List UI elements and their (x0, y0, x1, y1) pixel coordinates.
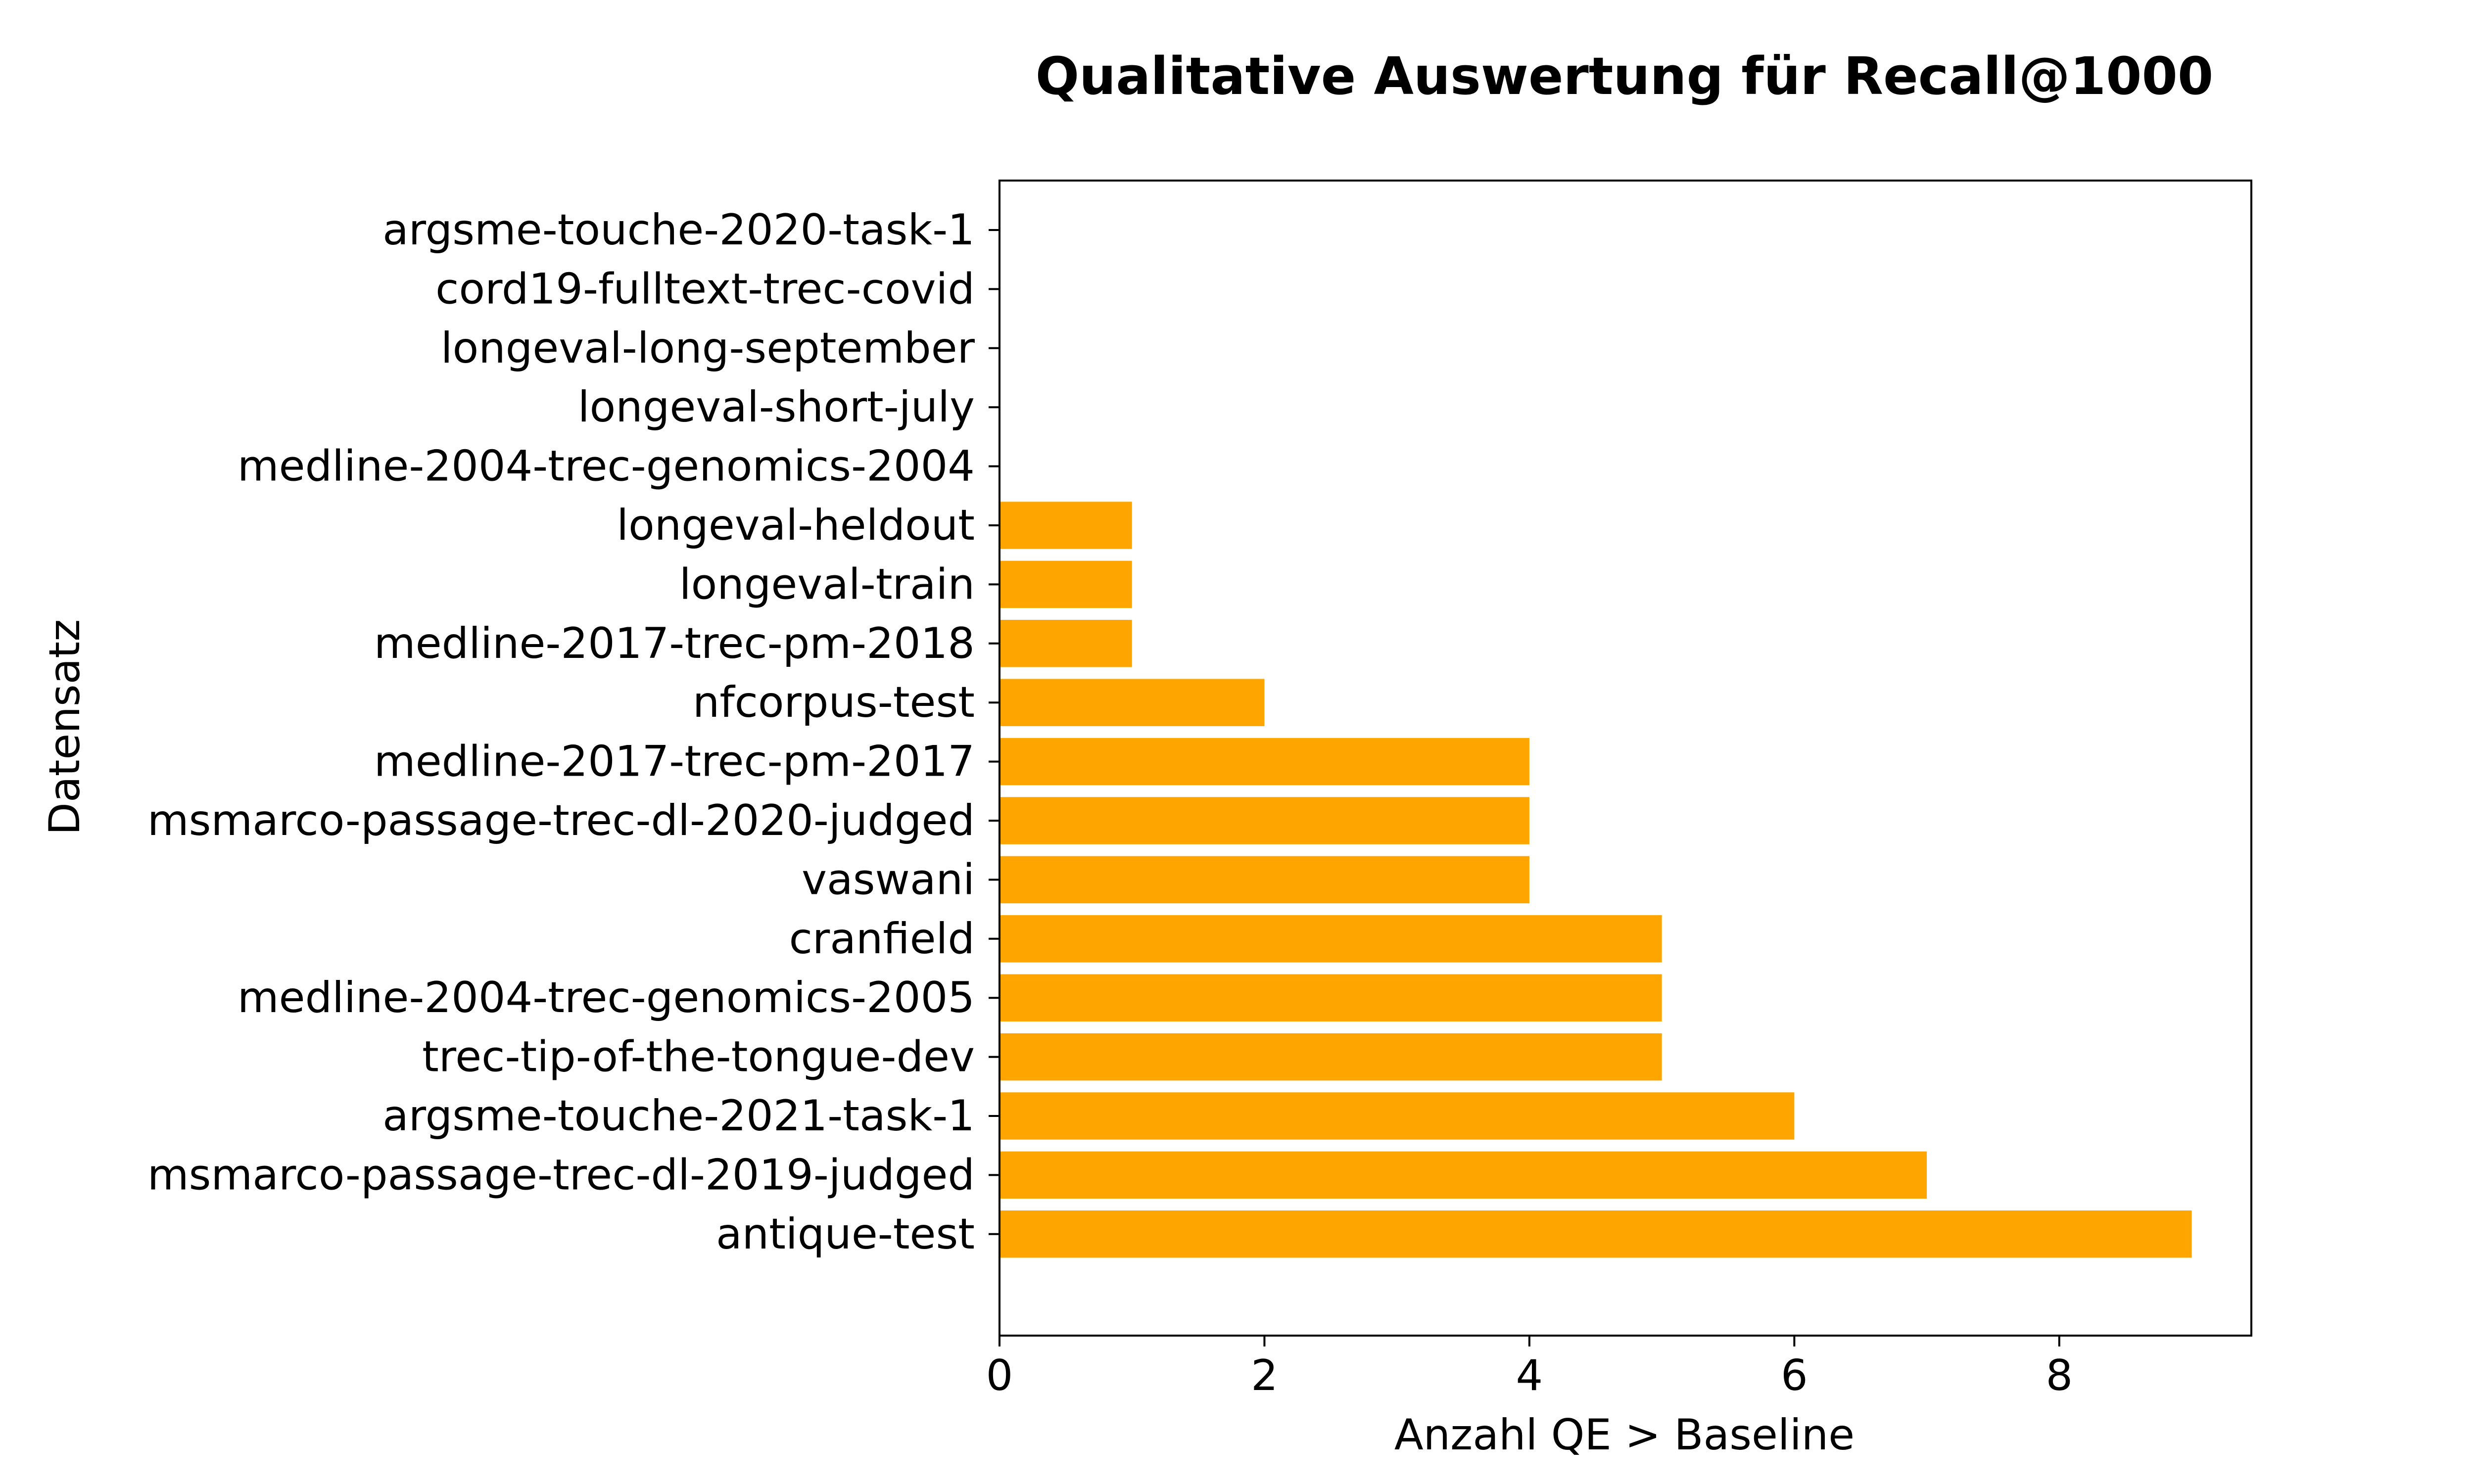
y-tick-label: cranfield (789, 914, 975, 964)
y-tick-label: nfcorpus-test (693, 678, 975, 727)
x-axis-label: Anzahl QE > Baseline (1394, 1410, 1855, 1460)
y-tick-label: trec-tip-of-the-tongue-dev (422, 1032, 975, 1082)
plot-frame (999, 180, 2252, 1337)
y-tick-label: longeval-long-september (441, 324, 975, 373)
y-tick-label: medline-2017-trec-pm-2017 (374, 737, 975, 787)
bar (999, 560, 1132, 608)
y-tick-label: longeval-train (679, 559, 975, 609)
y-tick-label: argsme-touche-2021-task-1 (382, 1091, 975, 1141)
bar (999, 915, 1662, 963)
y-tick-label: medline-2004-trec-genomics-2005 (238, 973, 975, 1022)
y-tick-label: vaswani (802, 855, 975, 904)
x-tick-label: 4 (1516, 1351, 1543, 1400)
y-tick-label: longeval-short-july (578, 382, 975, 432)
x-tick-label: 2 (1251, 1351, 1278, 1400)
bar (999, 974, 1662, 1021)
bar (999, 1151, 1927, 1199)
bar (999, 797, 1529, 844)
x-tick-label: 0 (986, 1351, 1013, 1400)
x-tick-label: 8 (2046, 1351, 2073, 1400)
chart-title: Qualitative Auswertung für Recall@1000 (1036, 46, 2213, 106)
x-tick-label: 6 (1781, 1351, 1808, 1400)
bar (999, 856, 1529, 904)
y-tick-label: cord19-fulltext-trec-covid (435, 264, 975, 314)
y-tick-label: medline-2004-trec-genomics-2004 (238, 442, 975, 491)
y-tick-label: msmarco-passage-trec-dl-2020-judged (147, 796, 975, 845)
y-tick-label: argsme-touche-2020-task-1 (382, 205, 975, 255)
bar (999, 502, 1132, 549)
y-tick-label: medline-2017-trec-pm-2018 (374, 619, 975, 668)
bar (999, 1033, 1662, 1081)
bar (999, 738, 1529, 786)
plot-area: argsme-touche-2020-task-1 cord19-fulltext… (147, 180, 2252, 1400)
y-tick-label: msmarco-passage-trec-dl-2019-judged (147, 1150, 975, 1200)
bar (999, 1092, 1795, 1140)
y-tick-label: antique-test (716, 1209, 975, 1259)
y-tick-label: longeval-heldout (617, 501, 975, 550)
bar (999, 620, 1132, 667)
bar (999, 679, 1265, 726)
bar (999, 1210, 2192, 1258)
y-axis-label: Datensatz (40, 619, 90, 835)
